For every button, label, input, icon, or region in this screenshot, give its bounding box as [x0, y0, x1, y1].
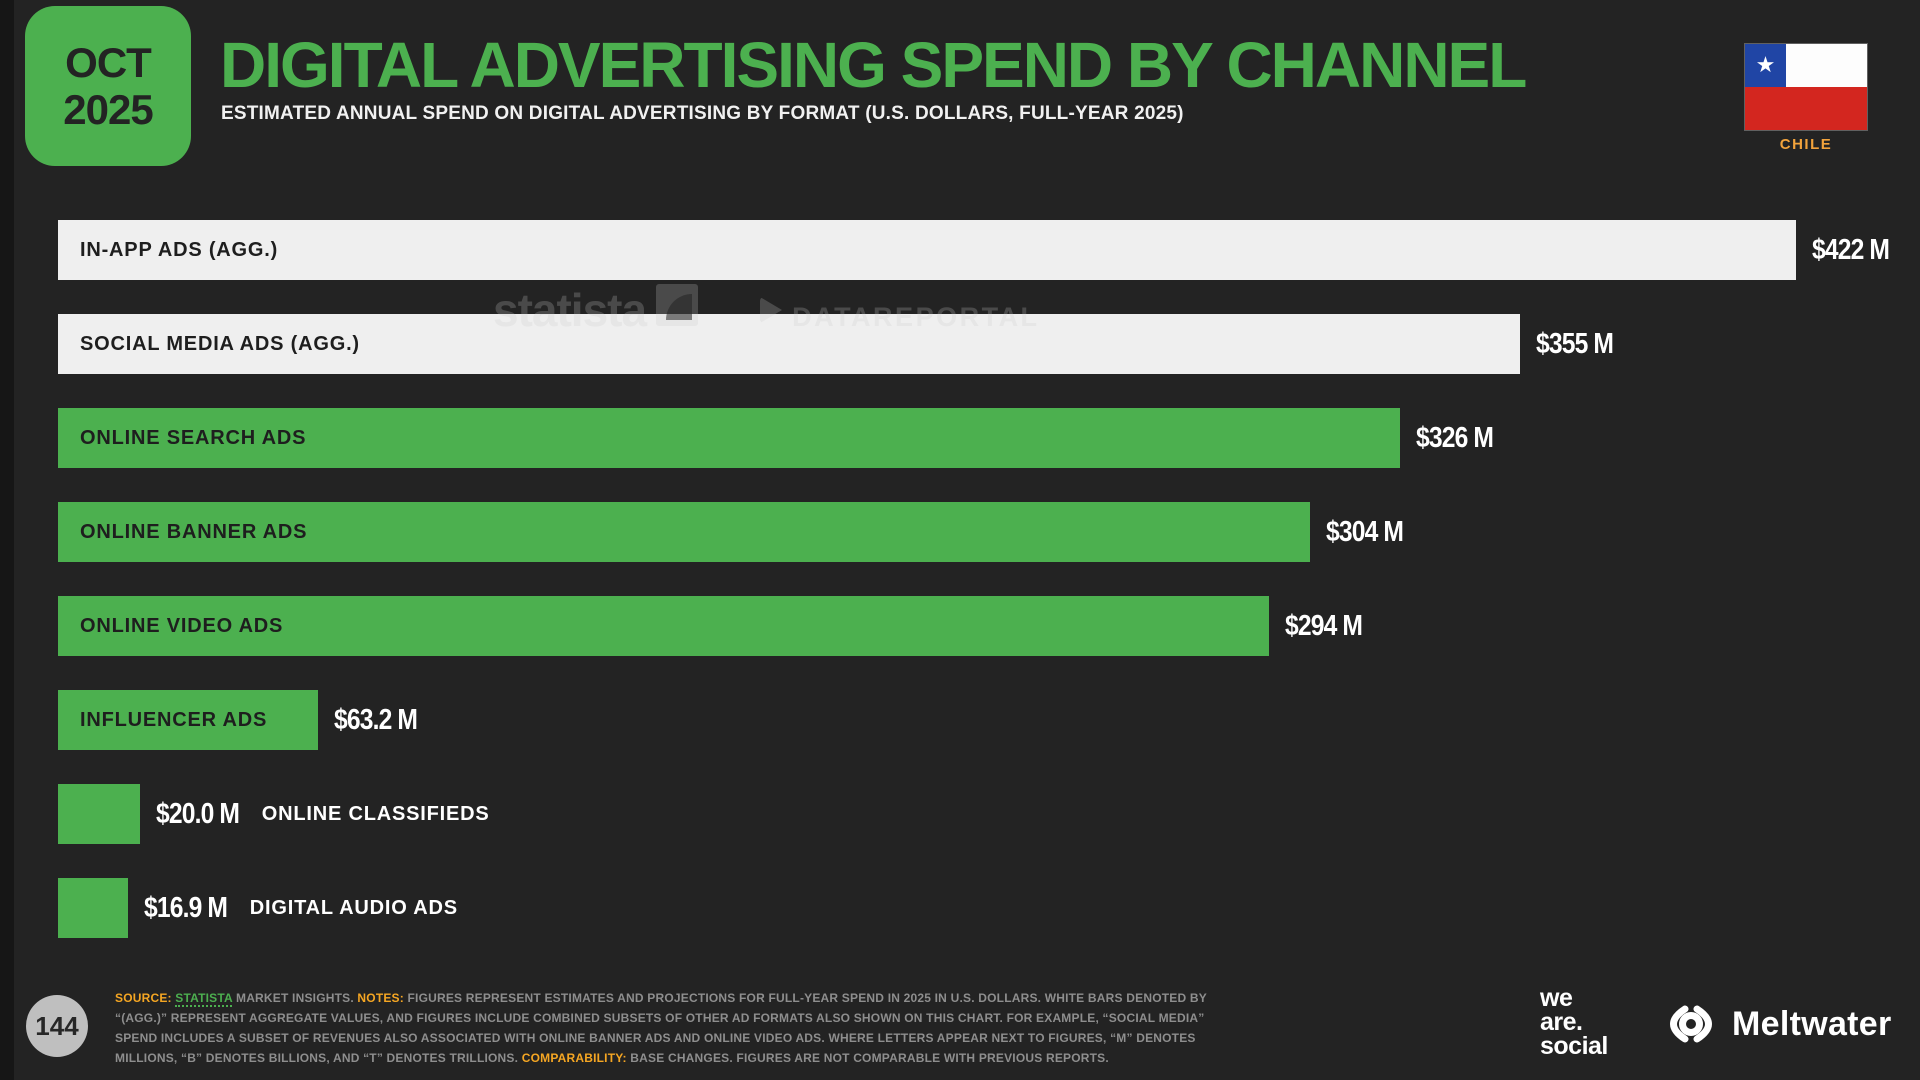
bar-value: $63.2 M [334, 703, 418, 736]
comparability-label: COMPARABILITY: [521, 1051, 627, 1065]
chart-row: ONLINE SEARCH ADS $326 M [58, 408, 1903, 468]
date-badge: OCT 2025 [25, 6, 191, 166]
date-badge-month: OCT [65, 39, 152, 86]
bar-label-outside: ONLINE CLASSIFIEDS [261, 802, 490, 825]
notes-text: FIGURES REPRESENT ESTIMATES AND PROJECTI… [115, 991, 1207, 1065]
bar: ONLINE BANNER ADS [58, 502, 1310, 562]
bar-label: INFLUENCER ADS [80, 708, 268, 731]
flag-top-row: ★ [1745, 44, 1867, 87]
was-logo-line1: we [1540, 984, 1573, 1012]
chart-row: IN-APP ADS (AGG.) $422 M [58, 220, 1903, 280]
bar-label: ONLINE BANNER ADS [80, 520, 308, 543]
we-are-social-logo: we are. social [1540, 984, 1608, 1060]
page-title: DIGITAL ADVERTISING SPEND BY CHANNEL [220, 29, 1527, 101]
bar-value: $326 M [1416, 421, 1494, 454]
bar-label: ONLINE SEARCH ADS [80, 426, 307, 449]
was-logo-line2: are. [1540, 1008, 1583, 1036]
meltwater-label: Meltwater [1732, 1004, 1892, 1043]
flag-blue-canton: ★ [1745, 44, 1786, 87]
bar: ONLINE VIDEO ADS [58, 596, 1269, 656]
was-logo-line3: social [1540, 1032, 1608, 1060]
bar: ONLINE SEARCH ADS [58, 408, 1400, 468]
page-number: 144 [35, 1010, 79, 1041]
bar: IN-APP ADS (AGG.) [58, 220, 1796, 280]
date-badge-year: 2025 [63, 86, 153, 133]
flag-red-field [1745, 87, 1867, 130]
chart-row: $16.9 M DIGITAL AUDIO ADS [58, 878, 1903, 938]
bar-value: $422 M [1812, 233, 1890, 266]
meltwater-eye-icon [1670, 1005, 1712, 1043]
bar [58, 878, 128, 938]
chart-row: SOCIAL MEDIA ADS (AGG.) $355 M [58, 314, 1903, 374]
bar-label: SOCIAL MEDIA ADS (AGG.) [80, 332, 360, 355]
chart-row: INFLUENCER ADS $63.2 M [58, 690, 1903, 750]
source-label: SOURCE: [115, 991, 172, 1005]
bar-value: $355 M [1536, 327, 1614, 360]
bar: INFLUENCER ADS [58, 690, 318, 750]
bar-chart: IN-APP ADS (AGG.) $422 M SOCIAL MEDIA AD… [58, 220, 1903, 972]
bar-label: IN-APP ADS (AGG.) [80, 238, 279, 261]
meltwater-logo: Meltwater [1660, 1003, 1892, 1045]
star-icon: ★ [1755, 51, 1776, 77]
bar-value: $16.9 M [144, 891, 228, 924]
source-notes: SOURCE: STATISTA MARKET INSIGHTS. NOTES:… [115, 988, 1235, 1068]
slide-stage: OCT 2025 DIGITAL ADVERTISING SPEND BY CH… [14, 0, 1920, 1080]
source-rest: MARKET INSIGHTS. [236, 991, 354, 1005]
statista-source-link[interactable]: STATISTA [175, 991, 233, 1007]
page-subtitle: ESTIMATED ANNUAL SPEND ON DIGITAL ADVERT… [221, 103, 1184, 124]
bar: SOCIAL MEDIA ADS (AGG.) [58, 314, 1520, 374]
flag-white-field [1786, 44, 1867, 87]
chile-flag: ★ [1745, 44, 1867, 130]
bar-value: $304 M [1326, 515, 1404, 548]
comparability-text: BASE CHANGES. FIGURES ARE NOT COMPARABLE… [630, 1051, 1109, 1065]
bar-value: $294 M [1285, 609, 1363, 642]
bar-label-outside: DIGITAL AUDIO ADS [249, 896, 458, 919]
country-label: CHILE [1779, 136, 1833, 153]
chart-row: ONLINE BANNER ADS $304 M [58, 502, 1903, 562]
left-letterbox [0, 0, 14, 1080]
bar-value: $20.0 M [156, 797, 240, 830]
bar-label: ONLINE VIDEO ADS [80, 614, 284, 637]
chart-row: $20.0 M ONLINE CLASSIFIEDS [58, 784, 1903, 844]
chart-row: ONLINE VIDEO ADS $294 M [58, 596, 1903, 656]
page-number-badge: 144 [26, 995, 88, 1057]
notes-label: NOTES: [357, 991, 404, 1005]
bar [58, 784, 140, 844]
